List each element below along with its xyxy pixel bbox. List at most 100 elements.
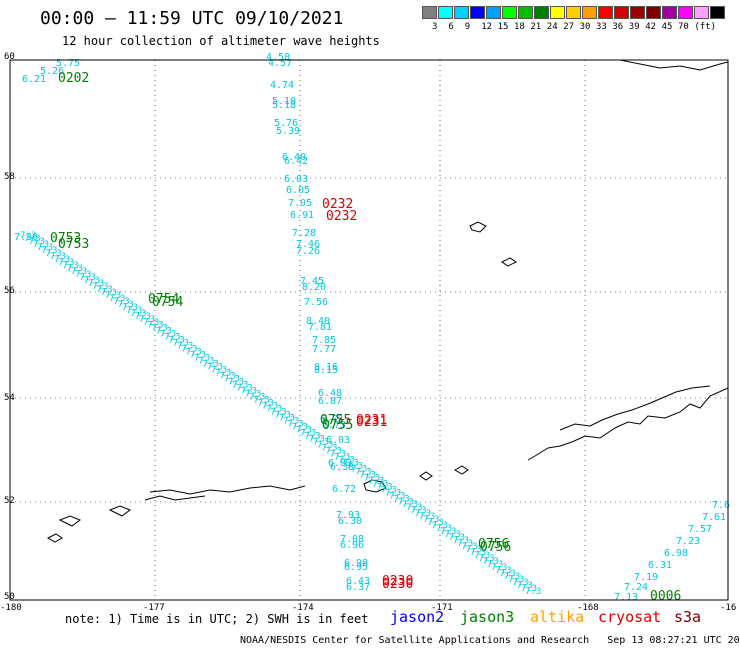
wave-height-value: 6.42 xyxy=(284,156,308,167)
wave-height-value: 7.3 xyxy=(270,408,286,418)
wave-height-value: 7.3 xyxy=(126,306,142,316)
pass-time-label: 0754 xyxy=(148,292,179,307)
legend-swatch xyxy=(438,6,453,19)
color-scale-labels: 3 6 9 12 15 18 21 24 27 30 33 36 39 42 45 70 (ft) xyxy=(422,22,740,34)
lon-label-165: -16 xyxy=(720,603,737,613)
legend-tick-label: 39 xyxy=(628,22,640,32)
legend-swatch xyxy=(582,6,597,19)
wave-height-value: 7.3 xyxy=(495,566,511,576)
wave-height-value: 6.83 xyxy=(328,458,352,469)
pass-time-label: 0006 xyxy=(650,589,681,604)
lat-label-52: 52 xyxy=(4,496,15,506)
pass-time-label: 0756 xyxy=(480,540,511,555)
wave-height-value: 7.3 xyxy=(368,476,384,486)
legend-tick-label: 33 xyxy=(596,22,607,32)
wave-height-value: 7.3 xyxy=(258,399,274,409)
wave-height-value: 7.3 xyxy=(478,554,494,564)
wave-height-value: 7.24 xyxy=(624,582,648,593)
lat-label-56: 56 xyxy=(4,286,15,296)
wave-height-value: 7.3 xyxy=(466,545,482,555)
units-note: note: 1) Time is in UTC; 2) SWH is in fe… xyxy=(65,612,369,626)
wave-height-value: 7.3 xyxy=(385,488,401,498)
wave-height-value: 7.3 xyxy=(470,548,486,558)
wave-height-value: 7.3 xyxy=(504,572,520,582)
wave-height-value: 7.81 xyxy=(308,322,332,333)
wave-height-value: 7.05 xyxy=(288,198,312,209)
wave-height-value: 7.3 xyxy=(164,333,180,343)
wave-height-value: 5.26 xyxy=(40,66,64,77)
wave-height-value: 7.3 xyxy=(521,584,537,594)
wave-height-value: 4.57 xyxy=(268,58,292,69)
wave-height-value: 6.37 xyxy=(346,582,370,593)
wave-height-value: 7.3 xyxy=(241,387,257,397)
legend-swatch xyxy=(646,6,661,19)
wave-height-value: 7.3 xyxy=(419,512,435,522)
wave-height-value: 7.3 xyxy=(300,428,316,438)
wave-height-value: 7.3 xyxy=(101,288,117,298)
pass-time-label: 0202 xyxy=(58,71,89,86)
wave-height-value: 7.6 xyxy=(712,500,730,511)
legend-tick-label: 12 xyxy=(481,22,493,32)
wave-height-value: 7.3 xyxy=(372,479,388,489)
wave-height-value: 7.3 xyxy=(173,339,189,349)
time-labels: 0202075307530754075407550755075607560006… xyxy=(50,71,681,604)
wave-height-value: 7.45 xyxy=(300,276,324,287)
wave-height-value: 7.3 xyxy=(512,578,528,588)
wave-height-value: 6.31 xyxy=(648,560,672,571)
wave-height-value: 7.3 xyxy=(54,255,70,265)
wave-height-value: 7.3 xyxy=(181,345,197,355)
wave-height-value: 7.3 xyxy=(33,240,49,250)
wave-height-value: 7.3 xyxy=(313,437,329,447)
lon-label-171: -171 xyxy=(431,603,453,613)
wave-height-value: 5.75 xyxy=(56,58,80,69)
wave-height-value: 7.3 xyxy=(88,279,104,289)
wave-height-value: 7.3 xyxy=(406,503,422,513)
legend-swatch xyxy=(662,6,677,19)
coastline-segment xyxy=(144,495,206,501)
pass-time-label: 0230 xyxy=(382,574,413,589)
wave-height-value: 6.98 xyxy=(344,558,368,569)
coastline-segment xyxy=(58,515,82,527)
wave-height-value: 7.3 xyxy=(279,413,295,423)
pass-time-label: 0232 xyxy=(322,197,353,212)
lat-label-50: 50 xyxy=(4,592,15,602)
legend-swatch xyxy=(630,6,645,19)
wave-height-value: 7.3 xyxy=(444,530,460,540)
wave-height-value: 7.3 xyxy=(135,312,151,322)
coastline-segment xyxy=(469,221,487,233)
wave-height-value: 7.3 xyxy=(139,315,155,325)
wave-height-value: 7.3 xyxy=(228,378,244,388)
wave-height-value: 6.43 xyxy=(346,576,370,587)
legend-tick-label: 18 xyxy=(514,22,525,32)
credit-line: NOAA/NESDIS Center for Satellite Applica… xyxy=(240,635,740,646)
wave-height-value: 7.3 xyxy=(152,324,168,334)
wave-height-value: 7.3 xyxy=(122,303,138,313)
wave-height-value: 7.3 xyxy=(41,246,57,256)
legend-tick-label: 21 xyxy=(530,22,542,32)
map-title: 00:00 – 11:59 UTC 09/10/2021 xyxy=(40,8,344,29)
legend-tick-label: 9 xyxy=(464,22,471,32)
wave-height-value: 7.3 xyxy=(147,321,163,331)
legend-jason3: jason3 xyxy=(460,608,515,626)
coastline-segment xyxy=(363,479,387,493)
wave-height-value: 7.77 xyxy=(312,344,336,355)
coastline-segment xyxy=(527,387,729,461)
wave-height-value: 7.3 xyxy=(508,575,524,585)
wave-height-value: 4.74 xyxy=(270,80,294,91)
wave-height-value: 6.87 xyxy=(318,396,342,407)
wave-height-value: 7.3 xyxy=(402,500,418,510)
wave-height-value: 7.3 xyxy=(219,372,235,382)
coastline-segment xyxy=(46,533,63,543)
wave-height-value: 7.3 xyxy=(37,243,53,253)
wave-height-value: 7.3 xyxy=(364,473,380,483)
legend-tick-label: 42 xyxy=(645,22,657,32)
wave-height-value: 7.3 xyxy=(156,327,172,337)
wave-height-value: 7.3 xyxy=(461,542,477,552)
wave-height-value: 7.3 xyxy=(177,342,193,352)
wave-height-value: 7.3 xyxy=(338,455,354,465)
wave-height-value: 7.3 xyxy=(326,446,342,456)
wave-height-value: 7.3 xyxy=(45,249,61,259)
legend-swatch xyxy=(502,6,517,19)
coastline xyxy=(46,59,729,543)
wave-height-value: 7.3 xyxy=(113,297,129,307)
